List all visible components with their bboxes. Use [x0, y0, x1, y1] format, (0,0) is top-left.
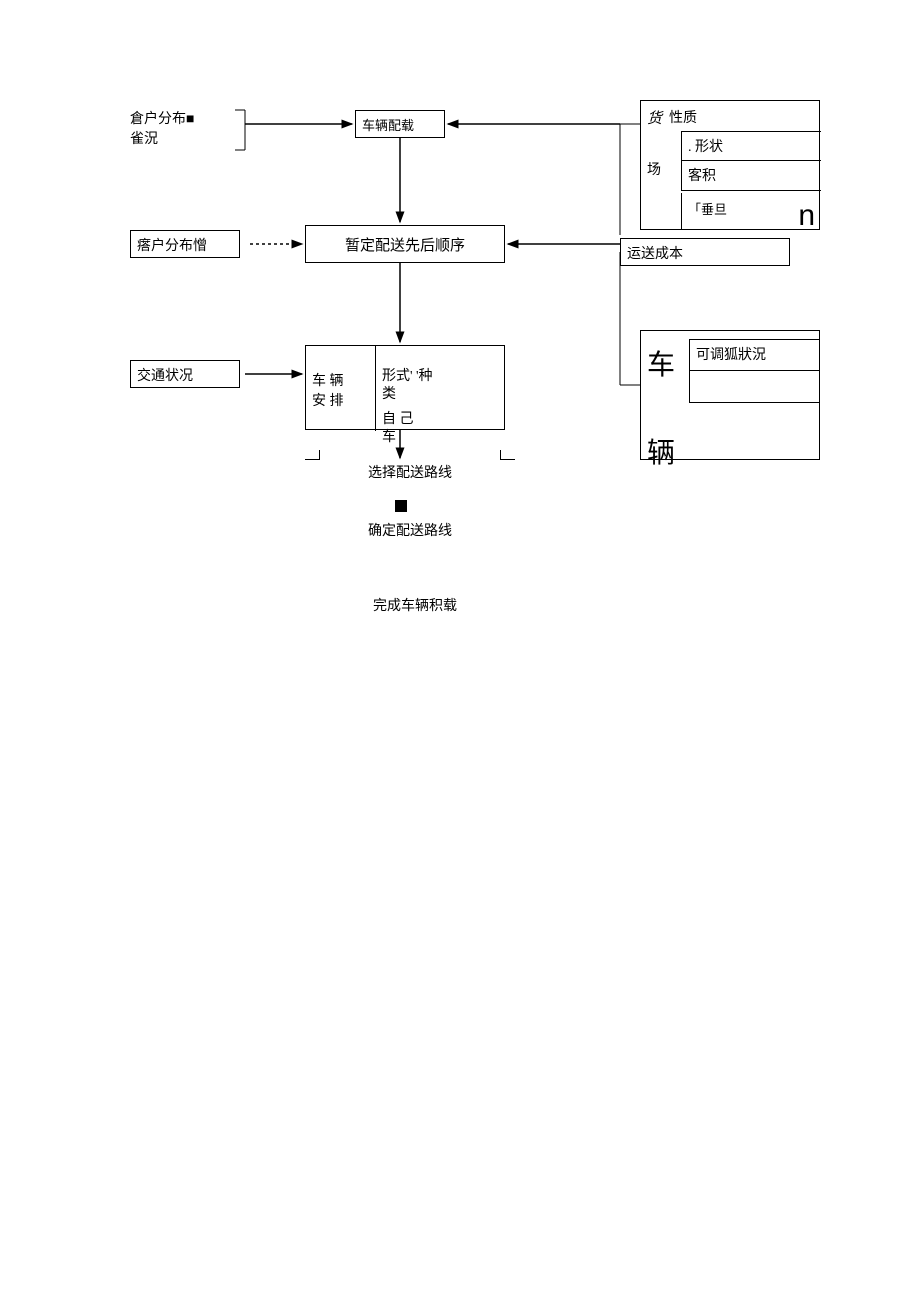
block-cost: 运送成本: [620, 238, 790, 266]
n2-text: 暂定配送先后顺序: [345, 234, 465, 255]
input2-text: 瘩户分布憎: [137, 235, 207, 255]
vehicle-left-col: 车 辆: [641, 331, 689, 461]
goods-subleft: 场: [641, 131, 681, 231]
node-vehicle-arrange: 车 辆 安 排 形式' '种 类 自 己 车: [305, 345, 505, 430]
goods-subleft-text: 场: [647, 163, 661, 178]
input1-text: 倉户分布■ 雀況: [130, 112, 194, 147]
vehicle-char-top: 车: [647, 343, 683, 383]
node-tentative-order: 暂定配送先后顺序: [305, 225, 505, 263]
goods-r3-text: 客积: [688, 169, 716, 184]
node-confirm-route: 确定配送路线: [335, 520, 485, 540]
goods-r4-text: 「垂旦: [688, 202, 727, 217]
n3-rb-text: 自 己 车: [382, 412, 414, 445]
input-customer-dist-1: 倉户分布■ 雀況: [130, 110, 240, 150]
vehicle-r2: [689, 371, 819, 403]
node-vehicle-loading: 车辆配载: [355, 110, 445, 138]
vehicle-char-bottom: 辆: [647, 431, 683, 471]
n3-right-bottom: 自 己 车: [376, 391, 506, 431]
bracket-left: [305, 450, 320, 460]
n3-left: 车 辆 安 排: [306, 346, 376, 431]
block-vehicle: 车 辆 可调狐狀況: [640, 330, 820, 460]
input-customer-dist-2: 瘩户分布憎: [130, 230, 240, 258]
goods-r2-text: . 形状: [688, 140, 723, 155]
node-select-route: 选择配送路线: [335, 462, 485, 482]
goods-r4: 「垂旦 n: [681, 193, 821, 229]
goods-header: 货: [647, 107, 662, 128]
vehicle-r1-text: 可调狐狀況: [696, 348, 766, 363]
input3-text: 交通状况: [137, 365, 193, 385]
cost-text: 运送成本: [627, 243, 683, 263]
goods-r3: 客积: [681, 161, 821, 191]
goods-r1: 性质: [669, 107, 697, 127]
n6-text: 完成车辆积载: [373, 599, 457, 614]
n5-text: 确定配送路线: [368, 524, 452, 539]
n4-text: 选择配送路线: [368, 466, 452, 481]
block-goods: 货 性质 场 . 形状 客积 「垂旦 n: [640, 100, 820, 230]
n3-left-text: 车 辆 安 排: [312, 374, 344, 409]
goods-r1-text: 性质: [669, 111, 697, 126]
vehicle-r1: 可调狐狀況: [689, 339, 819, 371]
goods-r2: . 形状: [681, 131, 821, 161]
bracket-right: [500, 450, 515, 460]
goods-big-n: n: [798, 199, 815, 229]
goods-header-text: 货: [647, 111, 662, 127]
square-marker-icon: [395, 500, 407, 512]
n1-text: 车辆配载: [362, 115, 414, 134]
n3-right-top: 形式' '种 类: [376, 346, 506, 391]
node-complete-loading: 完成车辆积载: [340, 595, 490, 615]
flowchart-container: 倉户分布■ 雀況 瘩户分布憎 交通状况 车辆配载 暂定配送先后顺序 车 辆 安 …: [130, 100, 830, 700]
input-traffic: 交通状况: [130, 360, 240, 388]
